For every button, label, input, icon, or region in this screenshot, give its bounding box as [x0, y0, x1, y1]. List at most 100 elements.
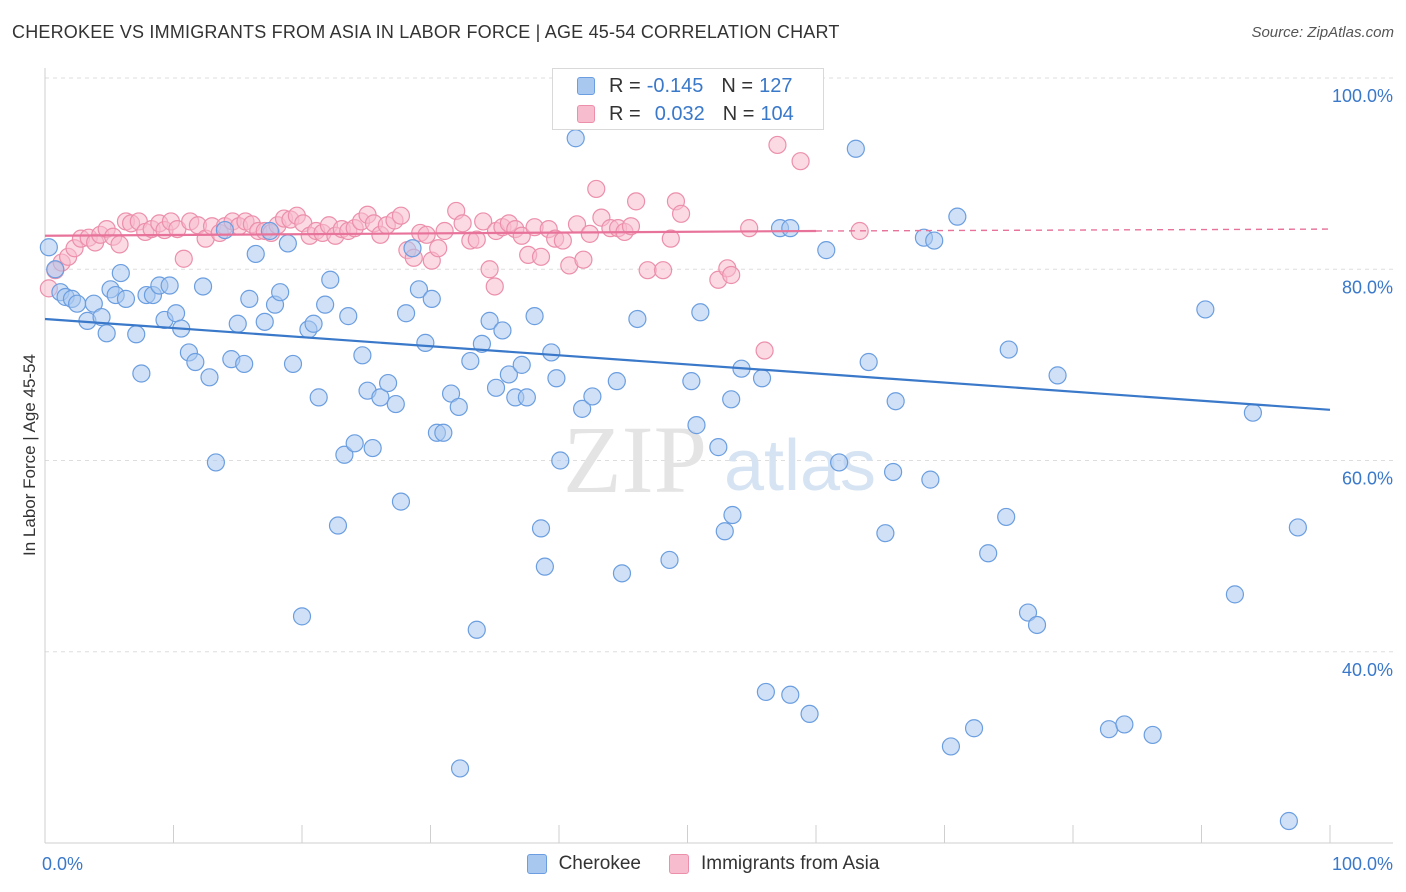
cherokee-point	[292, 607, 312, 626]
cherokee-point	[1048, 366, 1067, 385]
r-label: R =	[609, 102, 641, 125]
cherokee-point	[467, 620, 486, 639]
cherokee-point	[999, 340, 1018, 359]
asia-point	[755, 341, 774, 360]
cherokee-point	[493, 321, 512, 340]
cherokee-point	[111, 263, 130, 283]
cherokee-point	[723, 505, 742, 525]
x-tick-label-min: 0.0%	[42, 854, 83, 874]
cherokee-point	[328, 516, 348, 535]
asia-point	[467, 230, 486, 249]
asia-point	[580, 224, 599, 243]
cherokee-point	[715, 522, 734, 541]
cherokee-point	[255, 312, 274, 331]
asia-point	[638, 261, 657, 280]
cherokee-point	[817, 241, 836, 260]
cherokee-point	[800, 704, 819, 724]
cherokee-point	[781, 685, 800, 704]
cherokee-point	[1196, 300, 1215, 319]
asia-point	[722, 265, 741, 285]
cherokee-point	[1225, 585, 1245, 604]
cherokee-point	[386, 394, 405, 414]
cherokee-point	[1288, 518, 1307, 537]
asia-point	[587, 179, 606, 199]
cherokee-point	[409, 280, 429, 299]
cherokee-point	[228, 314, 247, 333]
asia-point	[110, 235, 129, 254]
cherokee-point	[345, 434, 364, 453]
cherokee-point	[68, 294, 87, 313]
cherokee-point	[921, 470, 940, 489]
cherokee-point	[1027, 615, 1047, 635]
series-cherokee-points	[39, 68, 1307, 831]
asia-point	[653, 261, 673, 280]
cherokee-point	[46, 260, 65, 279]
cherokee-point	[830, 453, 849, 472]
cherokee-point	[876, 524, 895, 543]
cherokee-point	[166, 304, 186, 323]
source-label: Source: ZipAtlas.com	[1251, 24, 1394, 41]
cherokee-point	[883, 462, 903, 482]
cherokee-point	[160, 276, 179, 295]
r-label: R =	[609, 74, 641, 97]
legend-item-asia[interactable]: Immigrants from Asia	[668, 853, 880, 875]
cherokee-point	[547, 369, 566, 388]
trend-lines	[44, 228, 1331, 411]
cherokee-point	[461, 351, 480, 371]
cherokee-legend-label: Cherokee	[558, 853, 641, 874]
asia-n-value: 104	[760, 102, 794, 125]
asia-point	[671, 204, 691, 223]
asia-point	[174, 249, 193, 268]
asia-point	[553, 231, 572, 250]
asia-point	[740, 219, 759, 238]
asia-point	[574, 250, 593, 269]
cherokee-point	[92, 307, 111, 327]
cherokee-point	[1099, 720, 1119, 739]
axes	[44, 68, 1393, 844]
cherokee-point	[403, 239, 422, 258]
cherokee-point	[687, 416, 706, 435]
cherokee-point	[206, 453, 226, 472]
cherokee-point	[84, 294, 103, 313]
cherokee-point	[566, 129, 585, 148]
asia-legend-swatch	[668, 854, 689, 874]
asia-point	[791, 152, 810, 171]
asia-legend-label: Immigrants from Asia	[700, 853, 880, 874]
cherokee-point	[434, 423, 453, 442]
cherokee-point	[235, 354, 254, 374]
asia-point	[621, 217, 641, 236]
asia-point	[391, 206, 411, 225]
cherokee-point	[752, 369, 772, 388]
cherokee-legend-swatch	[526, 854, 547, 874]
correlation-legend: R = -0.145 N = 127 R = 0.032 N = 104	[552, 68, 824, 130]
n-label: N =	[722, 102, 755, 125]
cherokee-point	[535, 557, 554, 576]
cherokee-point	[246, 244, 265, 264]
cherokee-point	[997, 507, 1016, 527]
watermark-atlas: atlas	[724, 426, 876, 506]
cherokee-point	[240, 289, 259, 308]
cherokee-point	[39, 238, 58, 257]
cherokee-point	[127, 325, 146, 344]
legend-row-cherokee: R = -0.145 N = 127	[577, 73, 792, 99]
cherokee-point	[1279, 811, 1298, 831]
asia-point	[417, 225, 436, 244]
cherokee-point	[321, 270, 340, 289]
cherokee-point	[316, 295, 335, 314]
asia-point	[453, 214, 472, 233]
cherokee-point	[583, 387, 602, 406]
cherokee-point	[607, 372, 626, 391]
cherokee-point	[660, 550, 679, 570]
cherokee-trend-line	[44, 317, 1331, 411]
legend-item-cherokee[interactable]: Cherokee	[526, 853, 641, 875]
cherokee-point	[542, 343, 561, 362]
asia-point	[485, 277, 504, 296]
cherokee-point	[422, 289, 441, 308]
y-axis-label: In Labor Force | Age 45-54	[20, 354, 39, 556]
watermark-zip: ZIP	[563, 406, 707, 513]
cherokee-point	[551, 451, 570, 470]
cherokee-point	[722, 390, 741, 409]
cherokee-point	[215, 220, 234, 240]
cherokee-point	[691, 303, 710, 322]
cherokee-point	[979, 544, 998, 563]
